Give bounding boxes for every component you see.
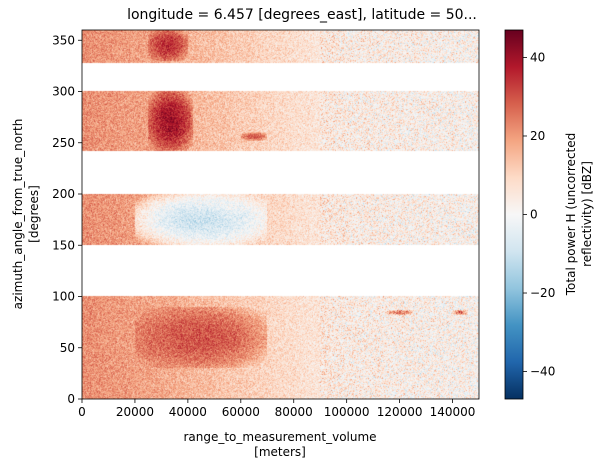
x-axis-label-line2: [meters] [254, 445, 306, 459]
y-tick-label: 150 [52, 238, 75, 252]
y-axis: 0 50 100 150 200 250 300 350 [52, 33, 82, 406]
colorbar-tick-label: 0 [530, 208, 538, 222]
colorbar-ticks: −40 −20 0 20 40 [523, 50, 555, 379]
y-axis-label-line1: azimuth_angle_from_true_north [11, 119, 25, 310]
y-tick-label: 350 [52, 33, 75, 47]
colorbar-tick-label: −20 [530, 286, 555, 300]
colorbar-tick-label: −40 [530, 365, 555, 379]
y-tick-label: 50 [60, 341, 75, 355]
y-tick-label: 250 [52, 136, 75, 150]
x-tick-label: 80000 [275, 405, 313, 419]
x-tick-label: 20000 [116, 405, 154, 419]
heatmap-image [82, 30, 479, 399]
colorbar: −40 −20 0 20 40 Total power H (uncorrected r… [504, 29, 594, 400]
y-axis-label-line2: [degrees] [27, 185, 41, 243]
x-tick-label: 100000 [324, 405, 370, 419]
x-tick-label: 0 [78, 405, 86, 419]
plot-area [82, 30, 479, 399]
y-tick-label: 200 [52, 187, 75, 201]
x-tick-label: 120000 [377, 405, 423, 419]
colorbar-tick-label: 40 [530, 50, 545, 64]
x-axis: 0 20000 40000 60000 80000 100000 120000 140000 [78, 399, 475, 419]
colorbar-label-line2: reflectivity) [dBZ] [580, 161, 594, 267]
colorbar-tick-label: 20 [530, 129, 545, 143]
x-tick-label: 60000 [222, 405, 260, 419]
y-tick-label: 300 [52, 85, 75, 99]
x-tick-label: 40000 [169, 405, 207, 419]
plot-frame [81, 29, 480, 400]
y-tick-label: 0 [67, 392, 75, 406]
colorbar-label-line1: Total power H (uncorrected [564, 133, 578, 297]
y-tick-label: 100 [52, 290, 75, 304]
chart-title: longitude = 6.457 [degrees_east], latitu… [127, 7, 477, 23]
colorbar-bar [504, 29, 524, 400]
x-tick-label: 140000 [430, 405, 476, 419]
x-axis-label-line1: range_to_measurement_volume [183, 430, 376, 444]
